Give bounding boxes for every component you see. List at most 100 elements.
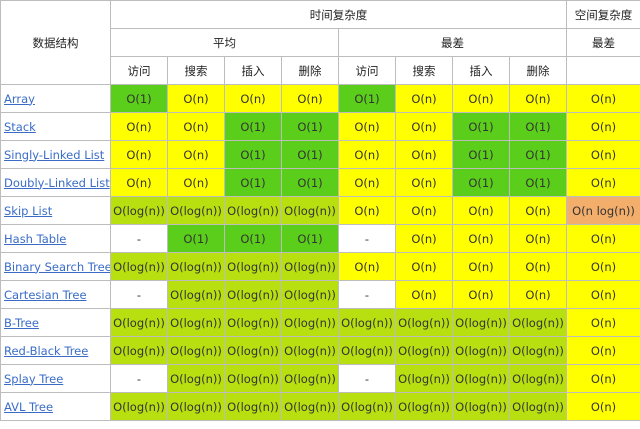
complexity-cell: O(n) [452, 84, 510, 113]
table-row: Binary Search Tree O(log(n)) O(log(n)) O(lo… [0, 252, 640, 281]
complexity-cell: O(n) [338, 112, 396, 141]
table-row: Red-Black Tree O(log(n)) O(log(n)) O(log(n)… [0, 336, 640, 365]
complexity-cell: O(1) [224, 224, 282, 253]
complexity-cell: O(log(n)) [110, 196, 168, 225]
table-row: Hash Table - O(1) O(1) O(1) - O(n) O(n) O(n) O(n) [0, 224, 640, 253]
table-row: Skip List O(log(n)) O(log(n)) O(log(n)) O(lo… [0, 196, 640, 225]
complexity-cell: O(log(n)) [167, 336, 225, 365]
complexity-cell: O(log(n)) [224, 252, 282, 281]
complexity-cell: O(log(n)) [338, 308, 396, 337]
data-structure-cell: Array [0, 84, 111, 113]
complexity-cell: O(log(n)) [224, 336, 282, 365]
complexity-cell: O(1) [224, 168, 282, 197]
complexity-cell: O(log(n)) [110, 336, 168, 365]
complexity-cell: O(log(n)) [224, 280, 282, 309]
header-time-complexity: 时间复杂度 [110, 0, 567, 29]
complexity-cell: - [338, 224, 396, 253]
data-structure-link[interactable]: Singly-Linked List [4, 147, 105, 162]
complexity-cell: O(n) [167, 140, 225, 169]
data-structure-link[interactable]: AVL Tree [4, 399, 54, 414]
header-data-structure: 数据结构 [0, 0, 111, 85]
complexity-cell: O(n) [395, 84, 453, 113]
header-op-access-worst: 访问 [338, 56, 396, 85]
data-structure-link[interactable]: Cartesian Tree [4, 287, 87, 302]
header-worst: 最差 [338, 28, 567, 57]
header-op-delete-avg: 删除 [281, 56, 339, 85]
complexity-cell: O(log(n)) [281, 280, 339, 309]
data-structure-link[interactable]: Splay Tree [4, 371, 64, 386]
complexity-cell: O(log(n)) [281, 252, 339, 281]
header-space-worst: 最差 [566, 28, 640, 57]
complexity-cell: O(log(n)) [338, 392, 396, 421]
table-row: Stack O(n) O(n) O(1) O(1) O(n) O(n) O(1) O(1) O(n… [0, 112, 640, 141]
complexity-cell: O(1) [452, 140, 510, 169]
space-complexity-cell: O(n) [566, 364, 640, 393]
header-op-delete-worst: 删除 [509, 56, 567, 85]
table-row: Cartesian Tree - O(log(n)) O(log(n)) O(log(n… [0, 280, 640, 309]
complexity-cell: O(1) [167, 224, 225, 253]
complexity-cell: O(n) [395, 140, 453, 169]
complexity-cell: O(n) [395, 168, 453, 197]
complexity-cell: O(n) [338, 140, 396, 169]
table-body: Array O(1) O(n) O(n) O(n) O(1) O(n) O(n) O(n) O(n… [0, 84, 640, 421]
data-structure-link[interactable]: Red-Black Tree [4, 343, 89, 358]
complexity-cell: O(1) [452, 112, 510, 141]
complexity-cell: O(log(n)) [167, 364, 225, 393]
table-row: Array O(1) O(n) O(n) O(n) O(1) O(n) O(n) O(n) O(n… [0, 84, 640, 113]
complexity-cell: O(log(n)) [509, 392, 567, 421]
complexity-cell: O(1) [338, 84, 396, 113]
data-structure-cell: Doubly-Linked List [0, 168, 111, 197]
data-structure-link[interactable]: Skip List [4, 203, 53, 218]
space-complexity-cell: O(n) [566, 168, 640, 197]
complexity-cell: O(1) [509, 112, 567, 141]
complexity-cell: O(n) [509, 280, 567, 309]
data-structure-link[interactable]: Stack [4, 119, 36, 134]
complexity-cell: - [338, 280, 396, 309]
data-structure-cell: Splay Tree [0, 364, 111, 393]
complexity-cell: O(log(n)) [281, 308, 339, 337]
complexity-cell: O(1) [224, 112, 282, 141]
complexity-cell: O(n) [395, 252, 453, 281]
complexity-cell: O(log(n)) [224, 196, 282, 225]
complexity-cell: O(log(n)) [452, 308, 510, 337]
data-structure-cell: B-Tree [0, 308, 111, 337]
complexity-cell: O(n) [452, 252, 510, 281]
header-space-complexity: 空间复杂度 [566, 0, 640, 29]
complexity-cell: O(n) [338, 196, 396, 225]
space-complexity-cell: O(n) [566, 112, 640, 141]
complexity-cell: O(1) [281, 112, 339, 141]
complexity-cell: O(n) [167, 112, 225, 141]
complexity-cell: O(log(n)) [224, 364, 282, 393]
space-complexity-cell: O(n) [566, 140, 640, 169]
complexity-cell: O(log(n)) [224, 392, 282, 421]
complexity-cell: O(n) [110, 112, 168, 141]
data-structure-link[interactable]: Binary Search Tree [4, 259, 111, 274]
header-op-insert-worst: 插入 [452, 56, 510, 85]
data-structure-link[interactable]: Doubly-Linked List [4, 175, 110, 190]
complexity-cell: O(log(n)) [281, 364, 339, 393]
complexity-cell: O(log(n)) [281, 392, 339, 421]
complexity-cell: O(n) [281, 84, 339, 113]
header-op-access-avg: 访问 [110, 56, 168, 85]
data-structure-link[interactable]: Array [4, 91, 35, 106]
complexity-cell: O(1) [452, 168, 510, 197]
table-row: Doubly-Linked List O(n) O(n) O(1) O(1) O(n) O(… [0, 168, 640, 197]
complexity-cell: O(log(n)) [395, 364, 453, 393]
complexity-cell: O(n) [110, 168, 168, 197]
complexity-cell: O(n) [167, 168, 225, 197]
data-structure-link[interactable]: Hash Table [4, 231, 67, 246]
complexity-cell: O(1) [110, 84, 168, 113]
data-structure-link[interactable]: B-Tree [4, 315, 39, 330]
complexity-cell: O(log(n)) [509, 308, 567, 337]
complexity-cell: O(n) [452, 280, 510, 309]
complexity-cell: O(1) [281, 224, 339, 253]
complexity-cell: O(n) [452, 224, 510, 253]
complexity-cell: O(log(n)) [167, 308, 225, 337]
header-average: 平均 [110, 28, 339, 57]
complexity-cell: O(n) [509, 224, 567, 253]
table-row: B-Tree O(log(n)) O(log(n)) O(log(n)) O(log(n… [0, 308, 640, 337]
complexity-cell: O(n) [338, 168, 396, 197]
complexity-cell: O(n) [338, 252, 396, 281]
complexity-cell: O(n) [224, 84, 282, 113]
complexity-cell: O(log(n)) [110, 392, 168, 421]
